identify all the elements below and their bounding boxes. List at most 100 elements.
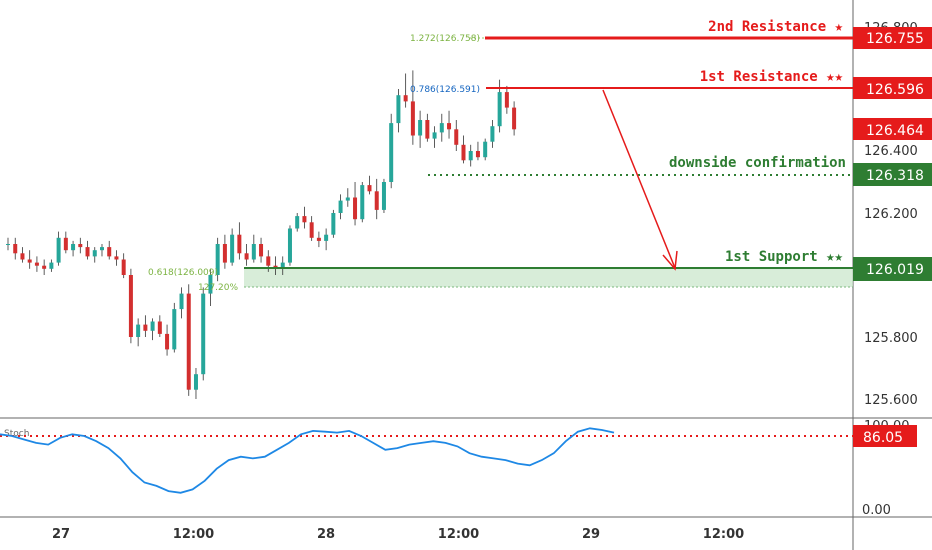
projection-arrow [602,89,678,271]
candle-body [403,95,408,102]
second-resistance-fib-label: 1.272(126.758) [410,34,480,44]
support-zone [244,268,853,287]
candle-body [490,126,495,142]
candle-body [360,185,365,220]
candle-body [143,324,148,331]
candle-body [201,293,206,375]
candle-body [475,151,480,158]
price-tick: 125.800 [864,331,918,346]
candle-body [63,237,68,251]
candle-body [208,275,213,294]
second-resistance-value: 126.755 [866,31,924,47]
candle-body [338,200,343,213]
stoch-label: Stoch [4,429,29,439]
first-resistance-label: 1st Resistance ★★ [700,69,844,85]
candle-body [251,244,256,260]
projection-arrow-head [662,250,678,271]
candle-body [410,101,415,136]
candle-body [331,213,336,235]
stoch-level-badge [853,425,917,447]
candle-body [56,237,61,263]
time-tick: 27 [52,527,70,542]
price-tick: 126.200 [864,207,918,222]
candle-body [121,259,126,275]
price-tick: 125.600 [864,393,918,408]
first-support-fib-label: 0.618(126.009) [148,268,218,278]
candle-body [78,244,83,248]
candle-body [13,244,18,254]
candle-body [483,141,488,158]
candle-body [309,222,314,238]
candle-body [237,234,242,254]
candle-body [504,92,509,108]
candle-body [193,374,198,390]
candle-body [468,151,473,161]
candle-body [215,244,220,275]
projection-arrow-line [602,89,676,269]
candle-body [99,247,104,251]
candle-body [512,107,517,130]
first-support-badge [853,257,932,281]
first-support-value: 126.019 [866,262,924,278]
candle-body [425,120,430,139]
first-resistance-value: 126.596 [866,82,924,98]
candle-body [259,244,264,257]
first-support-fib-label-2: 127.20% [198,283,238,293]
candle-body [85,247,90,257]
candle-body [42,265,47,269]
candles [6,70,517,399]
candle-body [20,253,25,260]
candle-body [157,321,162,334]
candle-body [34,262,39,266]
time-tick: 28 [317,527,335,542]
time-tick: 29 [582,527,600,542]
candle-body [447,123,452,130]
confirmation-label: downside confirmation [669,155,846,171]
candle-body [49,262,54,269]
candle-body [179,293,184,310]
time-tick: 12:00 [703,527,744,542]
candle-body [432,132,437,139]
time-tick: 12:00 [173,527,214,542]
current-price-badge [853,118,932,140]
candle-body [295,216,300,229]
candle-body [280,262,285,269]
first-support-label: 1st Support ★★ [725,249,844,265]
candle-body [107,247,112,257]
candle-body [266,256,271,266]
stoch-level-value: 86.05 [863,430,903,446]
candle-body [324,234,329,241]
candle-body [316,237,321,241]
candle-body [186,293,191,390]
candle-body [287,228,292,263]
candle-body [396,95,401,124]
confirmation-badge [853,163,932,186]
candle-body [27,259,32,263]
candle-body [222,244,227,263]
time-tick: 12:00 [438,527,479,542]
candle-body [172,309,177,350]
candle-body [302,216,307,223]
candle-body [165,333,170,350]
time-axis-ticks: 27 12:00 28 12:00 29 12:00 [52,527,744,542]
stoch-line [0,427,615,494]
candle-body [418,120,423,136]
candle-body [497,92,502,127]
candle-body [367,185,372,192]
candle-body [92,250,97,257]
candle-body [353,197,358,220]
candle-body [71,244,76,251]
first-resistance-badge [853,77,932,99]
candle-body [381,182,386,210]
price-tick: 126.400 [864,144,918,159]
second-resistance-badge [853,27,932,49]
candle-body [136,324,141,337]
current-price-value: 126.464 [866,123,924,139]
candle-body [244,253,249,260]
candle-body [374,191,379,210]
confirmation-value: 126.318 [866,168,924,184]
candle-body [454,129,459,145]
candle-body [230,234,235,263]
candle-body [6,244,10,245]
